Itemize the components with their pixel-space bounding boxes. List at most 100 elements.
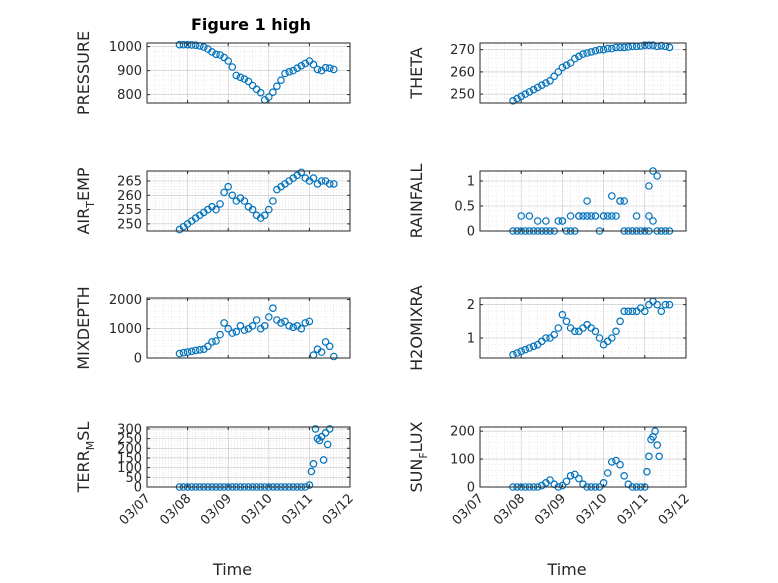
y-label-theta: THETA xyxy=(407,47,426,99)
data-point xyxy=(651,427,659,436)
data-point xyxy=(542,217,550,225)
data-point xyxy=(319,456,328,464)
data-point xyxy=(550,72,559,81)
data-point xyxy=(537,81,546,90)
data-point xyxy=(212,205,220,214)
y-label-h2omixra: H2OMIXRA xyxy=(407,285,426,371)
data-point xyxy=(521,345,530,354)
data-point xyxy=(309,60,318,69)
y-tick-label: 250 xyxy=(117,217,142,232)
data-point xyxy=(216,51,224,59)
data-point xyxy=(224,324,233,333)
figure-title: Figure 1 high xyxy=(191,15,311,34)
x-ticks xyxy=(146,298,351,358)
axes-frame xyxy=(479,426,687,488)
data-point xyxy=(628,307,637,316)
data-point xyxy=(624,43,633,51)
data-point xyxy=(570,470,579,479)
y-tick-label: 2000 xyxy=(109,293,142,308)
data-point xyxy=(640,307,649,316)
data-point xyxy=(562,317,571,326)
data-point xyxy=(200,43,208,51)
y-tick-label: 100 xyxy=(117,461,142,476)
data-point xyxy=(558,63,567,72)
data-point xyxy=(554,217,563,225)
data-point xyxy=(665,43,674,52)
axes-frame xyxy=(146,42,351,104)
x-tick-label: 03/10 xyxy=(573,491,610,528)
data-point xyxy=(273,82,281,91)
data-point xyxy=(285,68,293,76)
data-point xyxy=(554,324,563,332)
y-label-subscript: T xyxy=(84,201,97,209)
data-point xyxy=(603,469,612,477)
data-point xyxy=(228,191,237,200)
data-point xyxy=(175,349,184,358)
y-tick-label: 270 xyxy=(450,43,475,58)
data-point xyxy=(269,197,277,205)
y-ticks: 0 100 200 xyxy=(450,425,686,496)
data-point xyxy=(575,52,583,61)
x-tick-label: 03/07 xyxy=(450,491,487,528)
data-point xyxy=(595,334,604,342)
data-point xyxy=(228,329,237,337)
x-ticks xyxy=(479,43,687,103)
data-point xyxy=(325,64,334,73)
data-point xyxy=(196,345,204,354)
data-point xyxy=(313,65,322,74)
y-tick-label: 0 xyxy=(467,481,475,496)
data-point xyxy=(525,212,534,220)
data-point xyxy=(317,348,326,356)
data-point xyxy=(187,347,196,356)
data-point xyxy=(513,349,521,357)
data-point xyxy=(269,304,277,313)
data-point xyxy=(256,88,265,97)
data-point xyxy=(579,212,587,220)
x-tick-label: 03/09 xyxy=(198,491,235,528)
data-point xyxy=(305,317,314,326)
data-point xyxy=(248,81,257,90)
data-point xyxy=(583,212,591,220)
axes-frame xyxy=(146,426,351,488)
data-point xyxy=(248,205,257,214)
data-point xyxy=(220,188,228,197)
x-label-right: Time xyxy=(546,560,586,579)
data-point xyxy=(240,197,249,205)
markers xyxy=(175,304,338,361)
data-point xyxy=(325,180,334,188)
y-tick-label: 260 xyxy=(117,189,142,204)
y-label-part: SL xyxy=(74,422,93,441)
y-ticks: 800 900 1000 xyxy=(109,40,350,103)
data-point xyxy=(591,212,600,220)
data-point xyxy=(583,197,591,205)
data-point xyxy=(607,212,616,220)
data-point xyxy=(645,182,653,190)
y-label-part: AIR xyxy=(74,208,93,235)
data-point xyxy=(196,42,204,50)
x-ticks xyxy=(479,171,687,231)
y-label-rainfall: RAINFALL xyxy=(407,164,426,239)
data-point xyxy=(653,172,662,180)
x-tick-label: 03/08 xyxy=(157,491,194,528)
data-point xyxy=(509,97,517,105)
grid xyxy=(479,43,687,104)
y-tick-label: 200 xyxy=(450,425,475,440)
data-point xyxy=(329,352,338,361)
data-point xyxy=(191,346,200,355)
data-point xyxy=(311,425,320,433)
y-label-part: TERR xyxy=(74,450,93,493)
data-point xyxy=(236,73,245,82)
data-point xyxy=(329,65,338,74)
y-tick-label: 1000 xyxy=(109,40,142,55)
data-point xyxy=(281,317,289,326)
axes-h2omixra: 12 H2OMIXRA xyxy=(407,285,687,371)
data-point xyxy=(248,321,257,330)
y-label-part: SUN xyxy=(407,459,426,493)
data-point xyxy=(175,40,184,49)
grid xyxy=(479,170,687,232)
data-point xyxy=(533,83,542,92)
